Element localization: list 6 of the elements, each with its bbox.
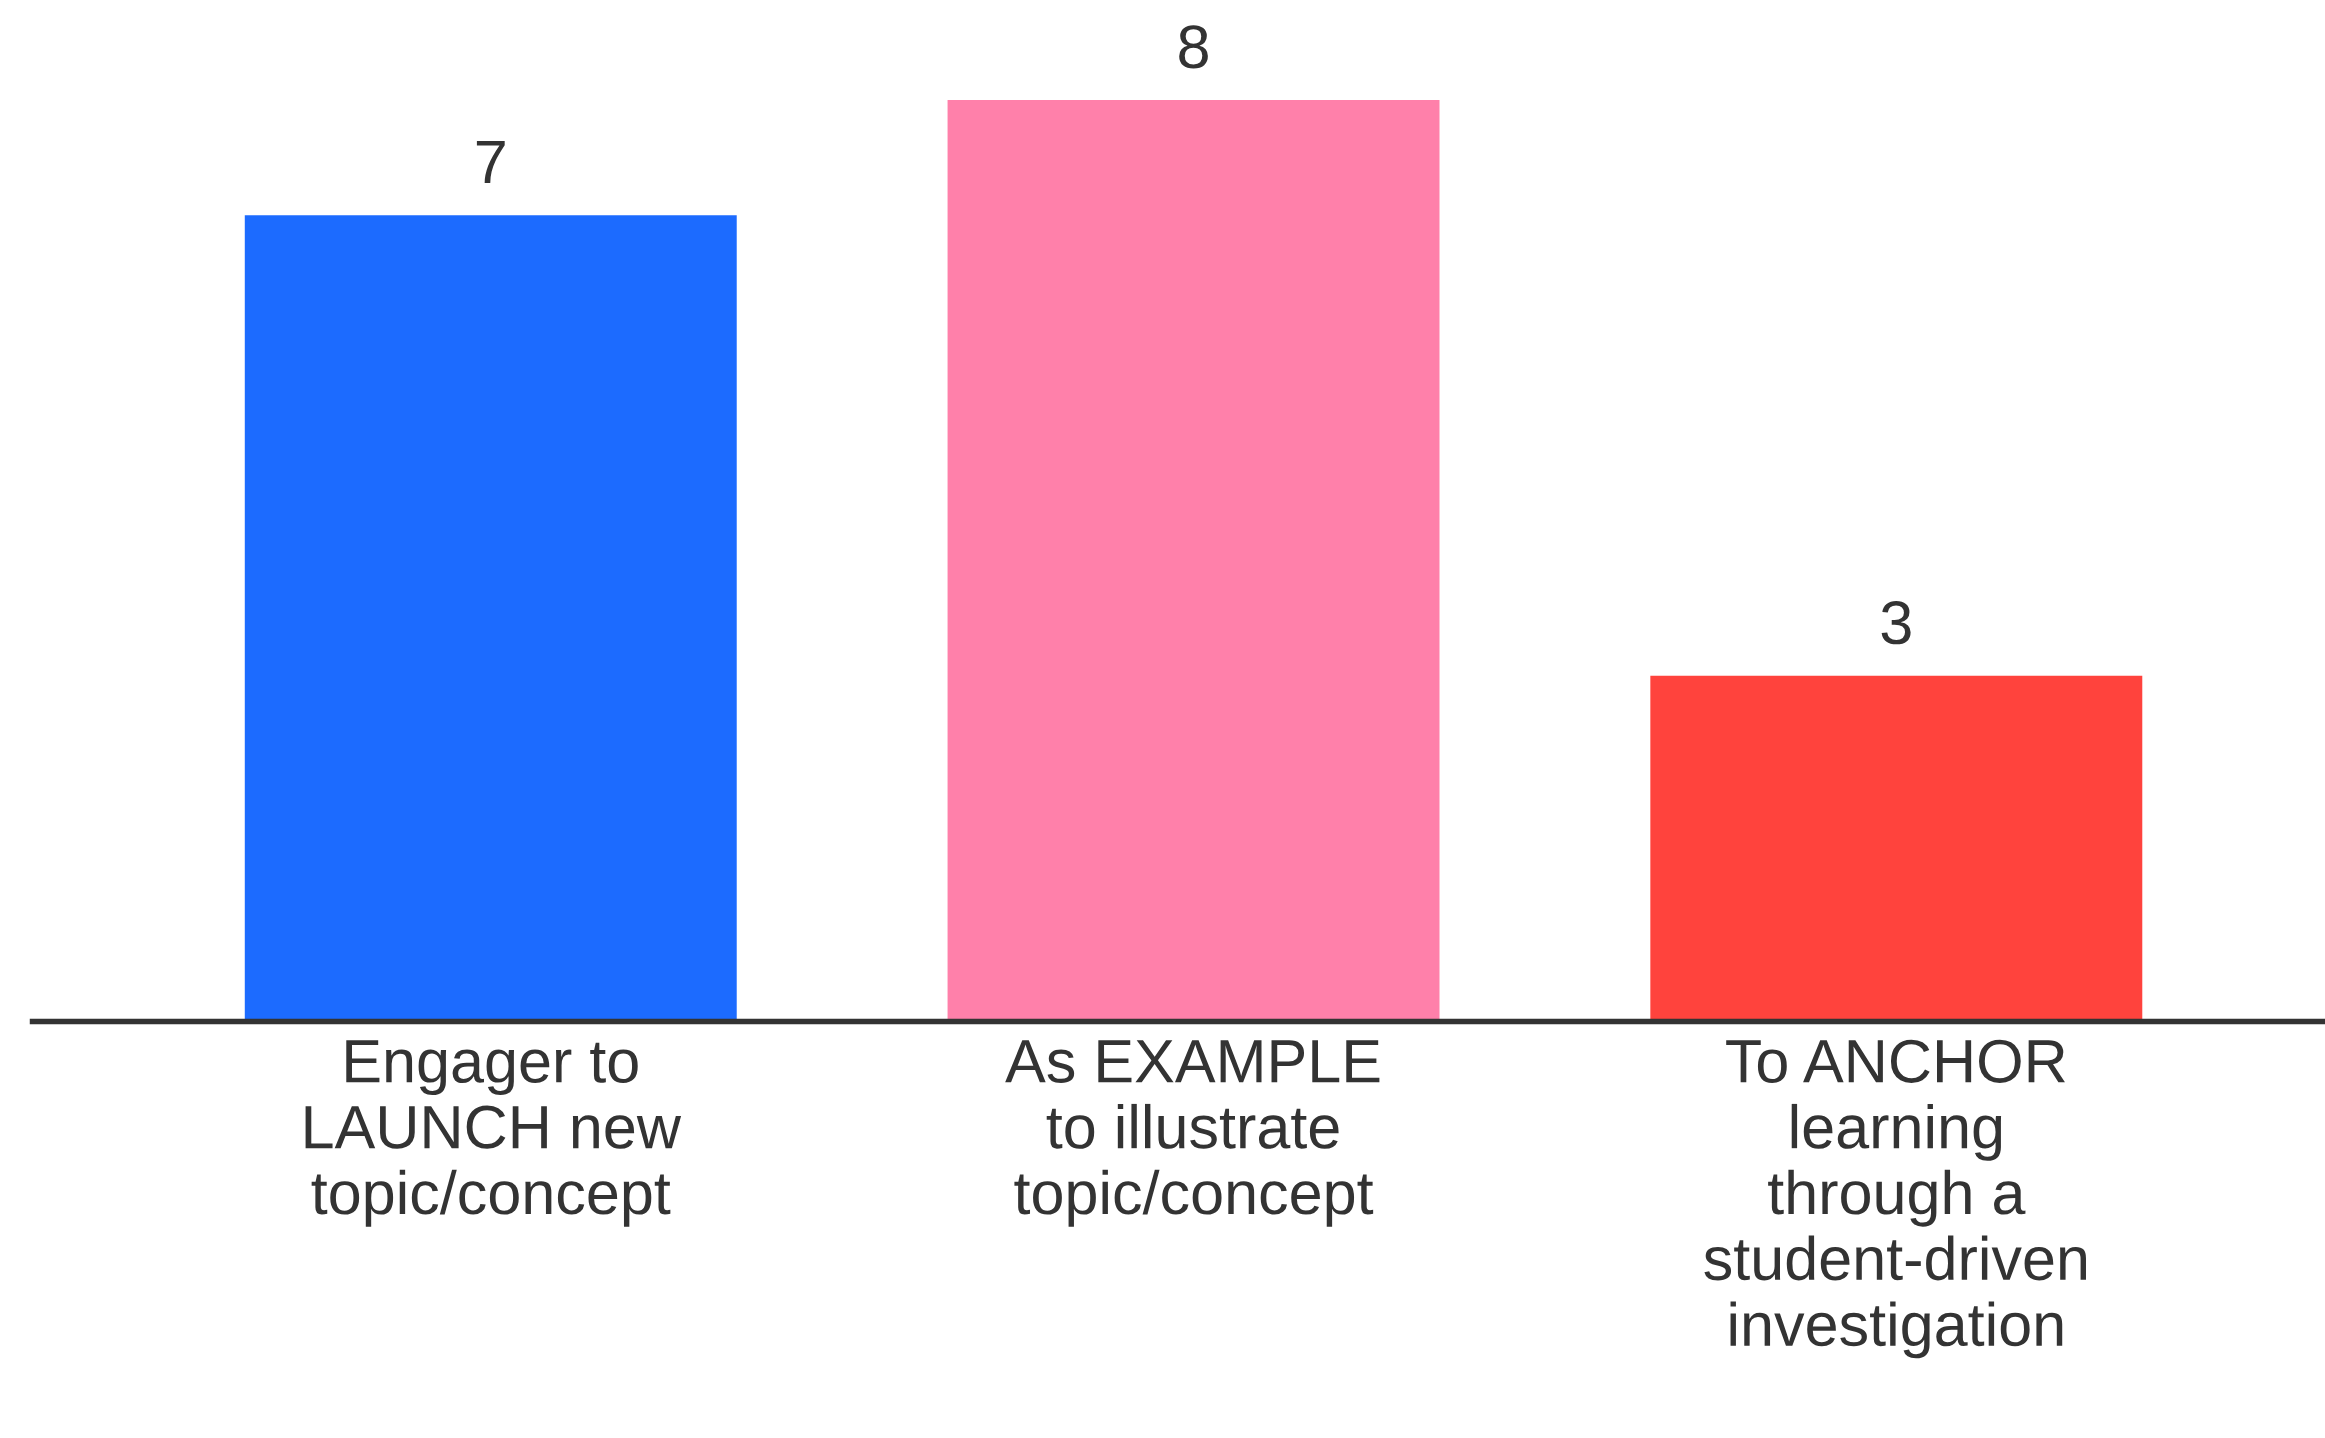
data-label: 7 — [476, 140, 505, 184]
data-label: 8 — [1179, 25, 1208, 69]
x-tick-label: As EXAMPLE to illustrate topic/concept — [1005, 1040, 1380, 1227]
data-label: 3 — [1881, 601, 1911, 645]
x-tick-label: Engager to LAUNCH new topic/concept — [305, 1040, 682, 1227]
x-tick-label: To ANCHOR learning through a student-driven investigation — [1704, 1039, 2086, 1359]
